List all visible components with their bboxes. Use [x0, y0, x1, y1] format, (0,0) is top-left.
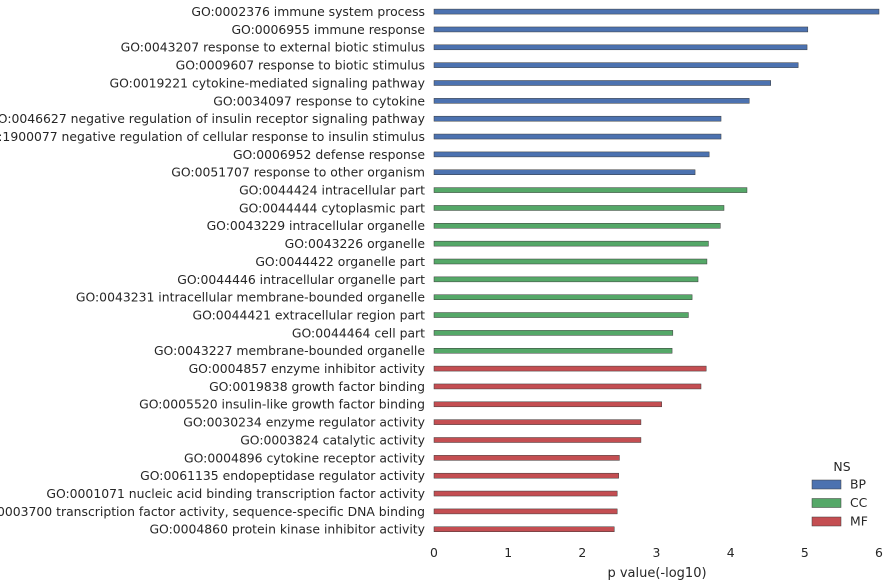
category-label: GO:0043207 response to external biotic s…: [121, 40, 425, 55]
x-tick-label: 2: [578, 545, 586, 560]
bar-bp: [433, 133, 722, 140]
bar-mf: [433, 490, 618, 497]
bar-bp: [433, 80, 771, 86]
category-label: GO:0044444 cytoplasmic part: [239, 200, 425, 215]
category-label: GO:0043229 intracellular organelle: [207, 218, 425, 233]
x-tick-label: 1: [504, 545, 512, 560]
x-axis-title: p value(-log10): [607, 566, 706, 581]
category-labels-group: GO:0002376 immune system process GO:00069…: [0, 4, 425, 537]
legend-title: NS: [833, 459, 850, 474]
category-label: GO:0004857 enzyme inhibitor activity: [189, 361, 425, 376]
x-tick-label: 3: [653, 545, 661, 560]
category-label: GO:0044422 organelle part: [255, 254, 425, 269]
bar-mf: [433, 383, 702, 390]
bar-cc: [433, 258, 708, 265]
category-label: GO:0043227 membrane-bounded organelle: [154, 343, 425, 358]
category-label: GO:0046627 negative regulation of insuli…: [0, 111, 425, 126]
bar-mf: [433, 401, 662, 408]
category-label: GO:0051707 response to other organism: [171, 165, 425, 180]
bar-bp: [433, 44, 808, 51]
category-label: GO:0019221 cytokine-mediated signaling p…: [110, 75, 425, 90]
category-label: GO:0006955 immune response: [231, 22, 425, 37]
bars-group: [433, 8, 880, 532]
x-tick-label: 6: [875, 545, 883, 560]
legend-label-cc: CC: [850, 495, 867, 510]
bar-cc: [433, 312, 689, 318]
category-label: GO:0044446 intracellular organelle part: [177, 272, 425, 287]
category-label: GO:0019838 growth factor binding: [209, 379, 425, 394]
bar-bp: [433, 151, 710, 158]
bar-mf: [433, 437, 642, 443]
bar-cc: [433, 276, 699, 283]
category-label: GO:0034097 response to cytokine: [213, 93, 425, 108]
x-tick-label: 4: [727, 545, 735, 560]
bar-mf: [433, 455, 620, 461]
category-label: GO:0005520 insulin-like growth factor bi…: [139, 397, 425, 412]
bar-bp: [433, 98, 750, 104]
category-label: GO:0003824 catalytic activity: [240, 432, 425, 447]
bar-cc: [433, 205, 725, 211]
category-label: GO:0003700 transcription factor activity…: [0, 504, 425, 519]
category-label: GO:0043231 intracellular membrane-bounde…: [76, 290, 425, 305]
x-tick-label: 5: [801, 545, 809, 560]
category-label: GO:0061135 endopeptidase regulator activ…: [140, 468, 425, 483]
category-label: GO:0004860 protein kinase inhibitor acti…: [149, 522, 425, 537]
x-tick-label: 0: [430, 545, 438, 560]
legend-label-bp: BP: [850, 477, 867, 492]
bar-cc: [433, 294, 693, 300]
bar-mf: [433, 526, 615, 532]
legend: NS BP CC MF: [811, 459, 868, 529]
bar-mf: [433, 365, 707, 372]
legend-swatch-cc: [811, 498, 842, 508]
category-label: GO:0044424 intracellular part: [239, 183, 425, 198]
bar-mf: [433, 472, 619, 479]
bar-cc: [433, 330, 674, 336]
legend-swatch-bp: [811, 479, 842, 490]
bar-cc: [433, 240, 709, 247]
category-label: GO:0004896 cytokine receptor activity: [184, 450, 425, 465]
legend-swatch-mf: [811, 516, 842, 527]
x-axis: 0 1 2 3 4 5 6: [430, 545, 883, 560]
bar-cc: [433, 348, 673, 354]
category-label: GO:0001071 nucleic acid binding transcri…: [46, 486, 425, 501]
category-label: GO:0009607 response to biotic stimulus: [176, 58, 425, 73]
category-label: GO:0043226 organelle: [285, 236, 425, 251]
category-label: GO:0030234 enzyme regulator activity: [183, 415, 425, 430]
bar-bp: [433, 115, 722, 122]
category-label: GO:0006952 defense response: [233, 147, 425, 162]
bar-mf: [433, 508, 618, 515]
bar-cc: [433, 223, 721, 229]
bar-bp: [433, 62, 799, 68]
bar-cc: [433, 187, 748, 193]
category-label: GO:0044421 extracellular region part: [193, 307, 426, 322]
category-label: GO:0002376 immune system process: [191, 4, 425, 19]
bar-bp: [433, 8, 880, 15]
bar-bp: [433, 169, 696, 175]
bar-mf: [433, 419, 642, 425]
category-label: GO:1900077 negative regulation of cellul…: [0, 129, 425, 144]
legend-label-mf: MF: [850, 514, 868, 529]
category-label: GO:0044464 cell part: [292, 325, 425, 340]
bar-bp: [433, 26, 809, 33]
